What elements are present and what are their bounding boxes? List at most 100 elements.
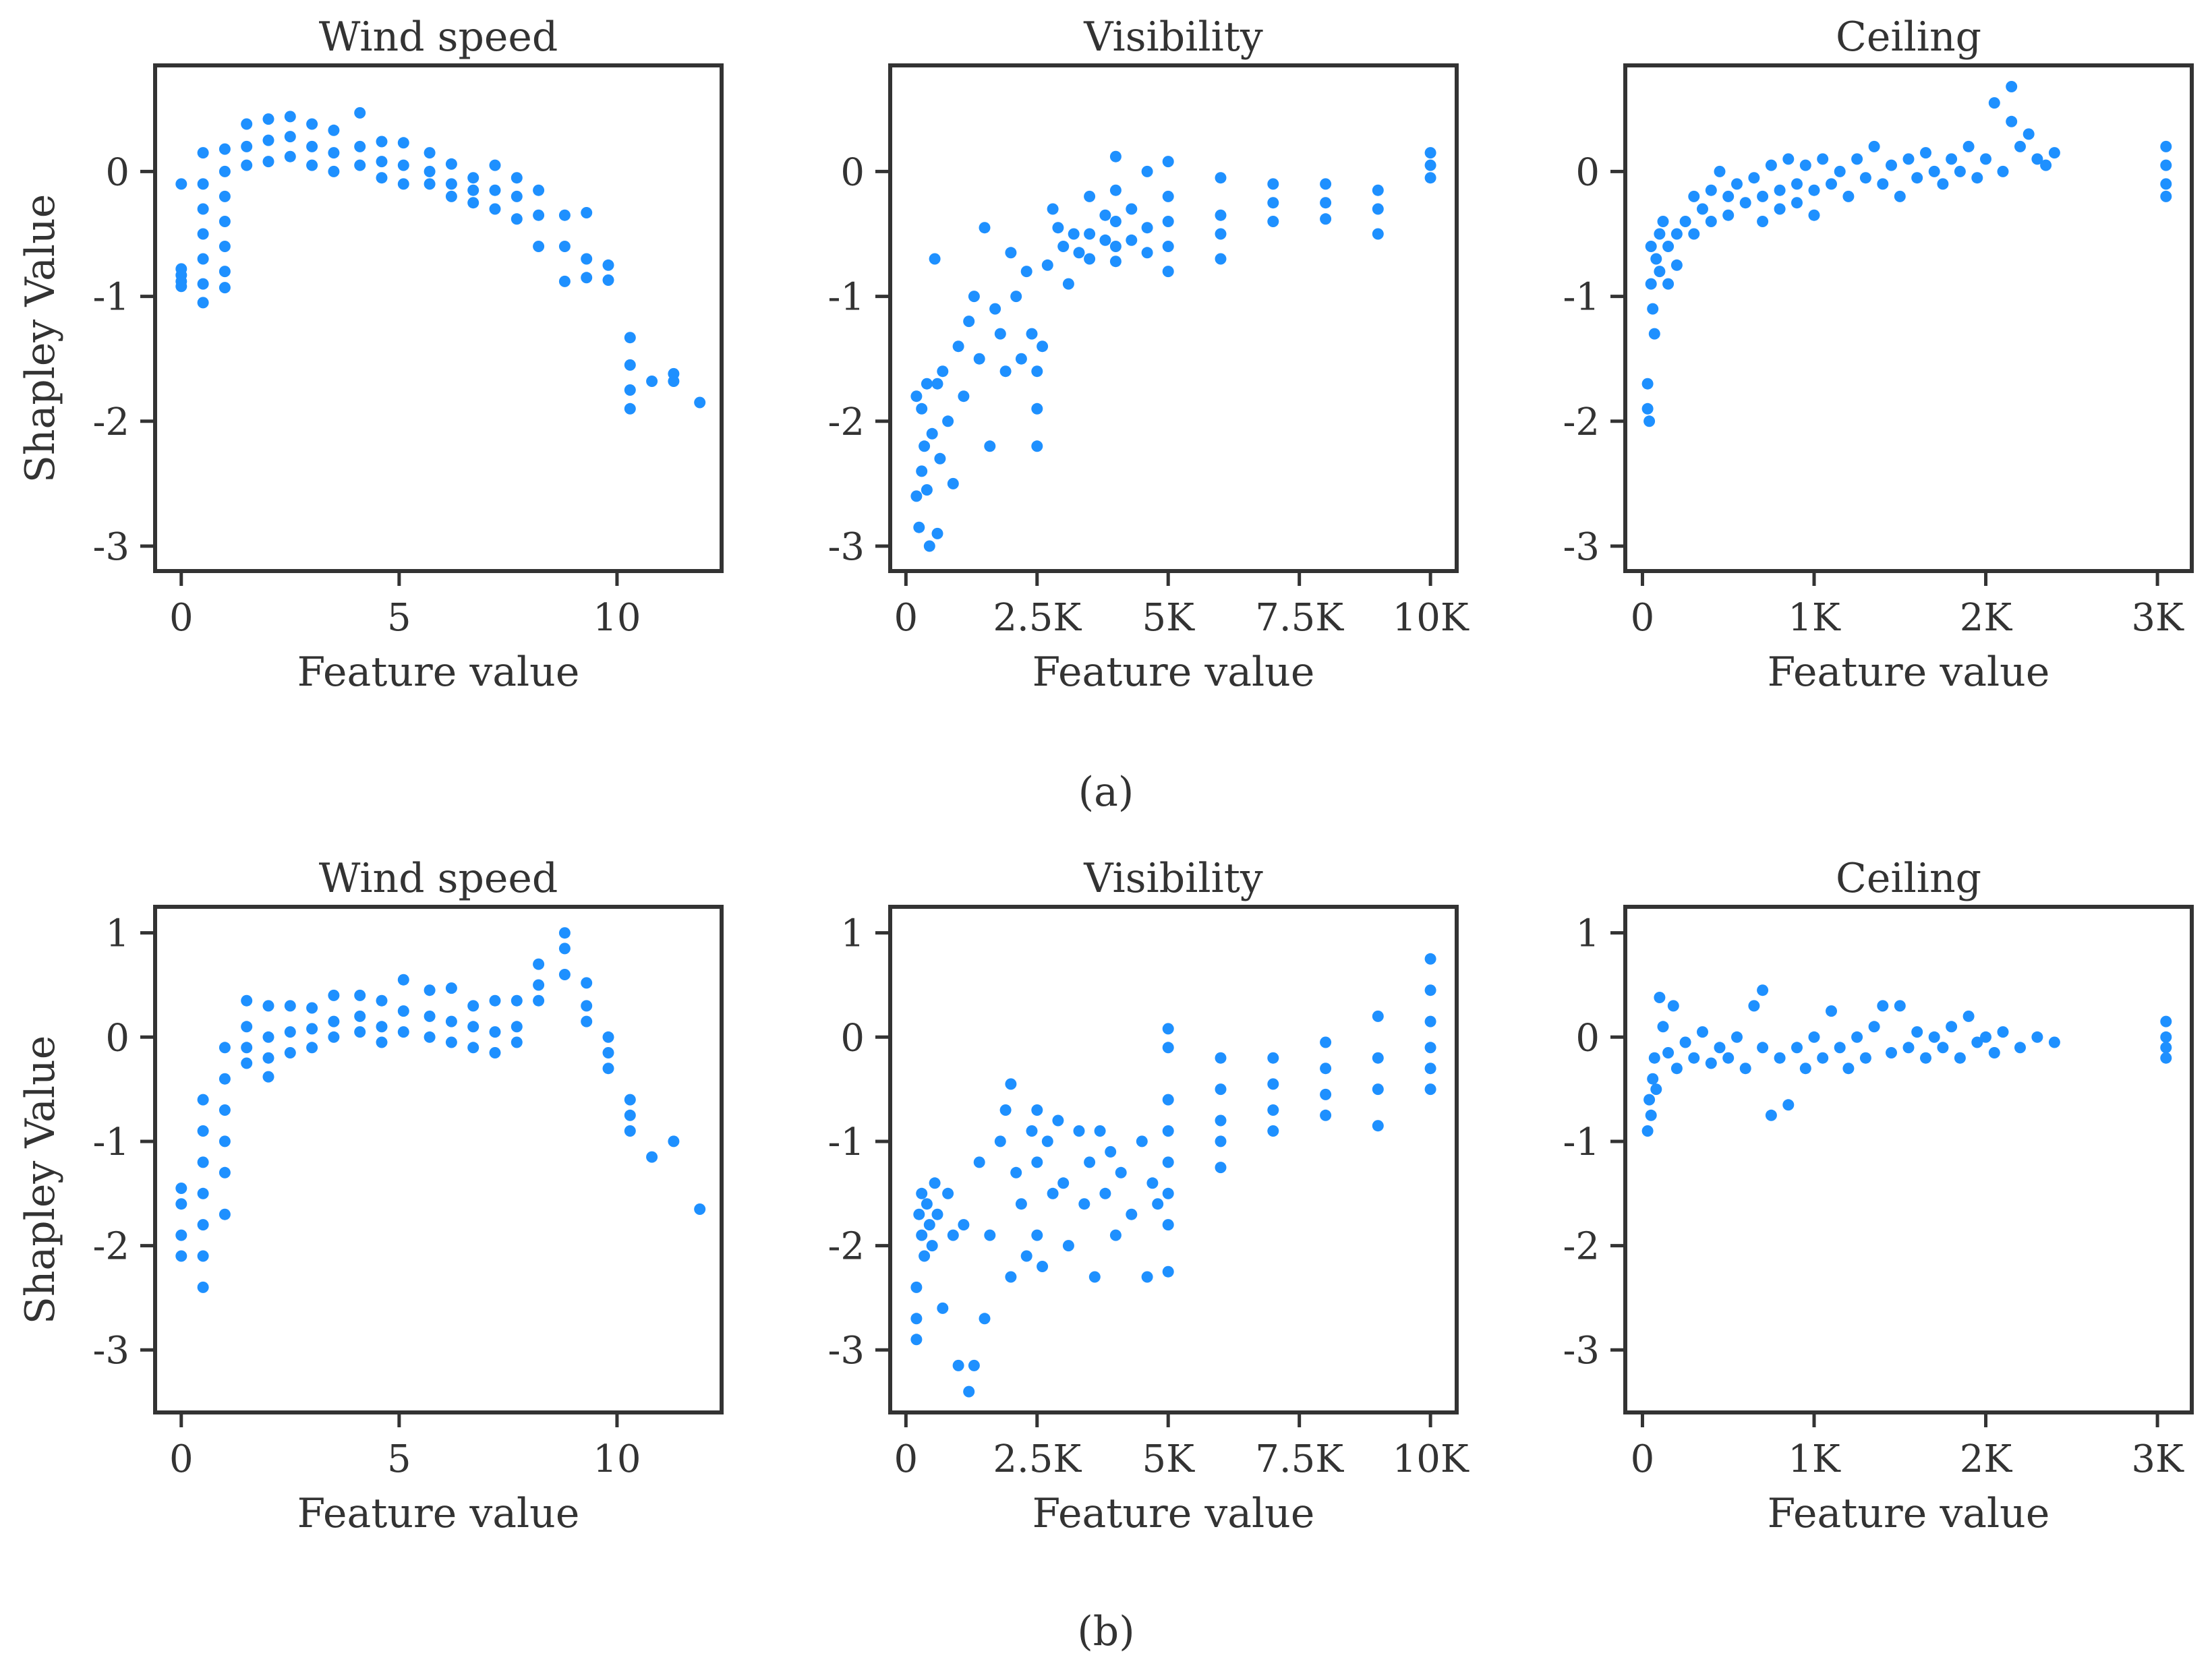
data-point xyxy=(1946,153,1958,165)
data-point xyxy=(1267,1078,1279,1090)
x-tick-label: 7.5K xyxy=(1255,596,1344,640)
data-point xyxy=(1320,1088,1332,1100)
data-point xyxy=(952,1359,964,1371)
data-point xyxy=(1267,197,1279,209)
data-point xyxy=(1834,1042,1846,1054)
data-point xyxy=(2006,81,2018,92)
data-point xyxy=(197,297,209,309)
data-point xyxy=(1088,1271,1101,1283)
data-point xyxy=(581,1015,593,1027)
data-point xyxy=(1162,1042,1174,1054)
data-point xyxy=(624,1094,636,1106)
data-point xyxy=(1894,190,1906,202)
data-point xyxy=(306,1042,318,1054)
data-point xyxy=(958,1219,970,1231)
y-tick-label: 0 xyxy=(105,1016,129,1060)
data-point xyxy=(1886,1047,1897,1058)
data-point xyxy=(219,241,231,252)
data-point xyxy=(929,1177,941,1189)
data-point xyxy=(973,353,985,365)
data-point xyxy=(1937,178,1949,190)
data-point xyxy=(910,490,923,502)
data-point xyxy=(219,1208,231,1220)
data-point xyxy=(1980,153,1991,165)
data-point xyxy=(354,159,366,171)
data-point xyxy=(581,253,593,265)
data-point xyxy=(646,1151,658,1163)
data-point xyxy=(197,1250,209,1262)
data-point xyxy=(2022,128,2035,140)
data-point xyxy=(1911,1026,1923,1038)
x-tick-label: 0 xyxy=(894,596,919,640)
data-point xyxy=(241,1021,253,1033)
data-point xyxy=(262,1031,274,1043)
data-point xyxy=(1962,1010,1975,1022)
data-point xyxy=(1928,1031,1940,1043)
panel-title: Visibility xyxy=(1083,13,1263,61)
data-point xyxy=(1068,228,1080,240)
data-point xyxy=(2014,1042,2026,1054)
data-point xyxy=(1641,378,1654,390)
data-point xyxy=(1109,241,1122,252)
data-point xyxy=(1109,216,1122,227)
data-point xyxy=(284,111,296,123)
y-tick-label: 0 xyxy=(840,1016,865,1060)
data-point xyxy=(175,1183,187,1194)
data-point xyxy=(1026,328,1038,340)
data-point xyxy=(1162,190,1174,202)
data-point xyxy=(376,172,388,184)
data-point xyxy=(533,994,545,1007)
data-point xyxy=(1141,1271,1153,1283)
data-point xyxy=(1094,1125,1106,1137)
data-point xyxy=(467,1000,479,1012)
data-point xyxy=(921,1198,933,1210)
x-tick-label: 2K xyxy=(1960,1437,2013,1481)
y-tick-label: -1 xyxy=(92,276,129,320)
data-point xyxy=(1162,156,1174,168)
scatter-points xyxy=(910,147,1436,552)
data-point xyxy=(328,124,340,136)
data-point xyxy=(533,241,545,252)
data-point xyxy=(581,1000,593,1012)
data-point xyxy=(262,1052,274,1064)
x-axis-label: Feature value xyxy=(1768,649,2050,696)
data-point xyxy=(1679,1036,1691,1048)
data-point xyxy=(1817,1052,1829,1064)
data-point xyxy=(1988,1047,2000,1058)
data-point xyxy=(1041,1135,1053,1147)
data-point xyxy=(1722,209,1735,221)
data-point xyxy=(1643,415,1656,427)
data-point xyxy=(668,376,680,387)
data-point xyxy=(921,484,933,496)
data-point xyxy=(558,275,571,287)
data-point xyxy=(926,1240,938,1252)
data-point xyxy=(1647,303,1659,315)
data-point xyxy=(262,134,274,146)
data-point xyxy=(175,178,187,190)
data-point xyxy=(1774,203,1786,215)
data-point xyxy=(219,216,231,227)
data-point xyxy=(2031,153,2043,165)
data-point xyxy=(923,540,935,552)
data-point xyxy=(2160,140,2172,152)
data-point xyxy=(511,994,523,1007)
data-point xyxy=(1037,340,1049,353)
data-point xyxy=(467,184,479,196)
data-point xyxy=(219,1135,231,1147)
data-point xyxy=(306,118,318,130)
data-point xyxy=(1731,1031,1743,1043)
data-point xyxy=(1424,1063,1436,1075)
data-point xyxy=(1026,1125,1038,1137)
data-point xyxy=(2048,147,2060,159)
data-point xyxy=(1765,159,1777,171)
data-point xyxy=(1320,178,1332,190)
data-point xyxy=(624,402,636,415)
data-point xyxy=(397,159,409,171)
y-tick-label: 1 xyxy=(1575,912,1600,956)
data-point xyxy=(467,172,479,184)
plot-frame xyxy=(1623,905,2194,1414)
data-point xyxy=(1141,247,1153,259)
data-point xyxy=(1748,1000,1760,1012)
x-axis-label: Feature value xyxy=(1032,1490,1315,1537)
plot-frame xyxy=(153,63,724,573)
